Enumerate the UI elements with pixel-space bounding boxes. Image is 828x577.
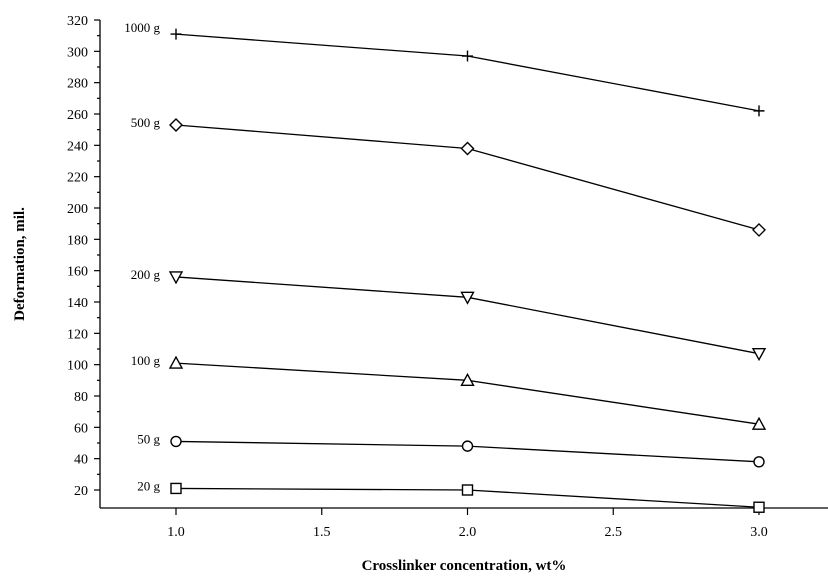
series-line: [175, 124, 760, 231]
y-tick-label: 140: [67, 296, 88, 311]
y-tick-label: 120: [67, 327, 88, 342]
y-tick-label: 180: [67, 233, 88, 248]
series-line: [175, 276, 760, 355]
series-20-g: 20 g: [137, 478, 765, 513]
diamond-marker: [169, 117, 183, 132]
y-tick-label: 20: [74, 484, 88, 499]
y-tick-label: 240: [67, 139, 88, 154]
x-axis-title: Crosslinker concentration, wt%: [362, 558, 567, 574]
triangle-down-marker: [751, 348, 767, 362]
y-tick-label: 160: [67, 265, 88, 280]
series-layer: 1000 g 500 g 200 g 100 g 50 g 20 g: [124, 20, 767, 513]
y-tick-label: 60: [74, 421, 88, 436]
series-label: 200 g: [131, 267, 161, 282]
series-label: 1000 g: [124, 20, 160, 35]
diamond-marker: [752, 222, 766, 237]
y-tick-label: 200: [67, 202, 88, 217]
y-tick-label: 300: [67, 45, 88, 60]
x-tick-label: 1.5: [313, 525, 331, 540]
square-marker: [461, 484, 474, 496]
x-tick-label: 2.5: [605, 525, 623, 540]
x-tick-label: 1.0: [167, 525, 185, 540]
series-label: 500 g: [131, 115, 161, 130]
plus-marker: [462, 50, 473, 62]
triangle-up-marker: [168, 355, 184, 369]
y-tick-label: 280: [67, 77, 88, 92]
circle-marker: [170, 435, 182, 448]
x-axis-ticks: 1.0 1.5 2.0 2.5 3.0: [167, 508, 768, 540]
triangle-up-marker: [751, 416, 767, 430]
y-tick-label: 40: [74, 453, 88, 468]
x-tick-label: 3.0: [750, 525, 768, 540]
series-line: [175, 33, 760, 112]
plus-marker: [753, 105, 765, 117]
series-label: 50 g: [137, 431, 160, 446]
x-tick-label: 2.0: [459, 525, 477, 540]
triangle-down-marker: [168, 271, 184, 285]
square-marker: [170, 482, 182, 495]
series-label: 20 g: [137, 478, 160, 493]
series-500-g: 500 g: [131, 115, 766, 237]
y-tick-label: 320: [67, 14, 88, 29]
y-axis-title: Deformation, mil.: [12, 207, 28, 321]
diamond-marker: [460, 141, 475, 156]
series-1000-g: 1000 g: [124, 20, 765, 117]
y-tick-label: 260: [67, 108, 88, 123]
triangle-down-marker: [460, 291, 475, 305]
y-tick-label: 100: [67, 359, 88, 374]
series-label: 100 g: [131, 353, 161, 368]
y-tick-label: 80: [74, 390, 88, 405]
plus-marker: [170, 28, 182, 40]
triangle-up-marker: [460, 372, 475, 387]
y-axis-ticks: 20 40 60 80 100 120 140 160 180 200 220 240 260 280 30…: [67, 14, 100, 499]
circle-marker: [461, 440, 474, 452]
square-marker: [753, 501, 765, 513]
circle-marker: [753, 456, 765, 468]
series-50-g: 50 g: [137, 431, 765, 468]
series-line: [175, 362, 760, 425]
y-tick-label: 220: [67, 171, 88, 186]
series-200-g: 200 g: [131, 267, 767, 362]
series-100-g: 100 g: [131, 353, 767, 430]
